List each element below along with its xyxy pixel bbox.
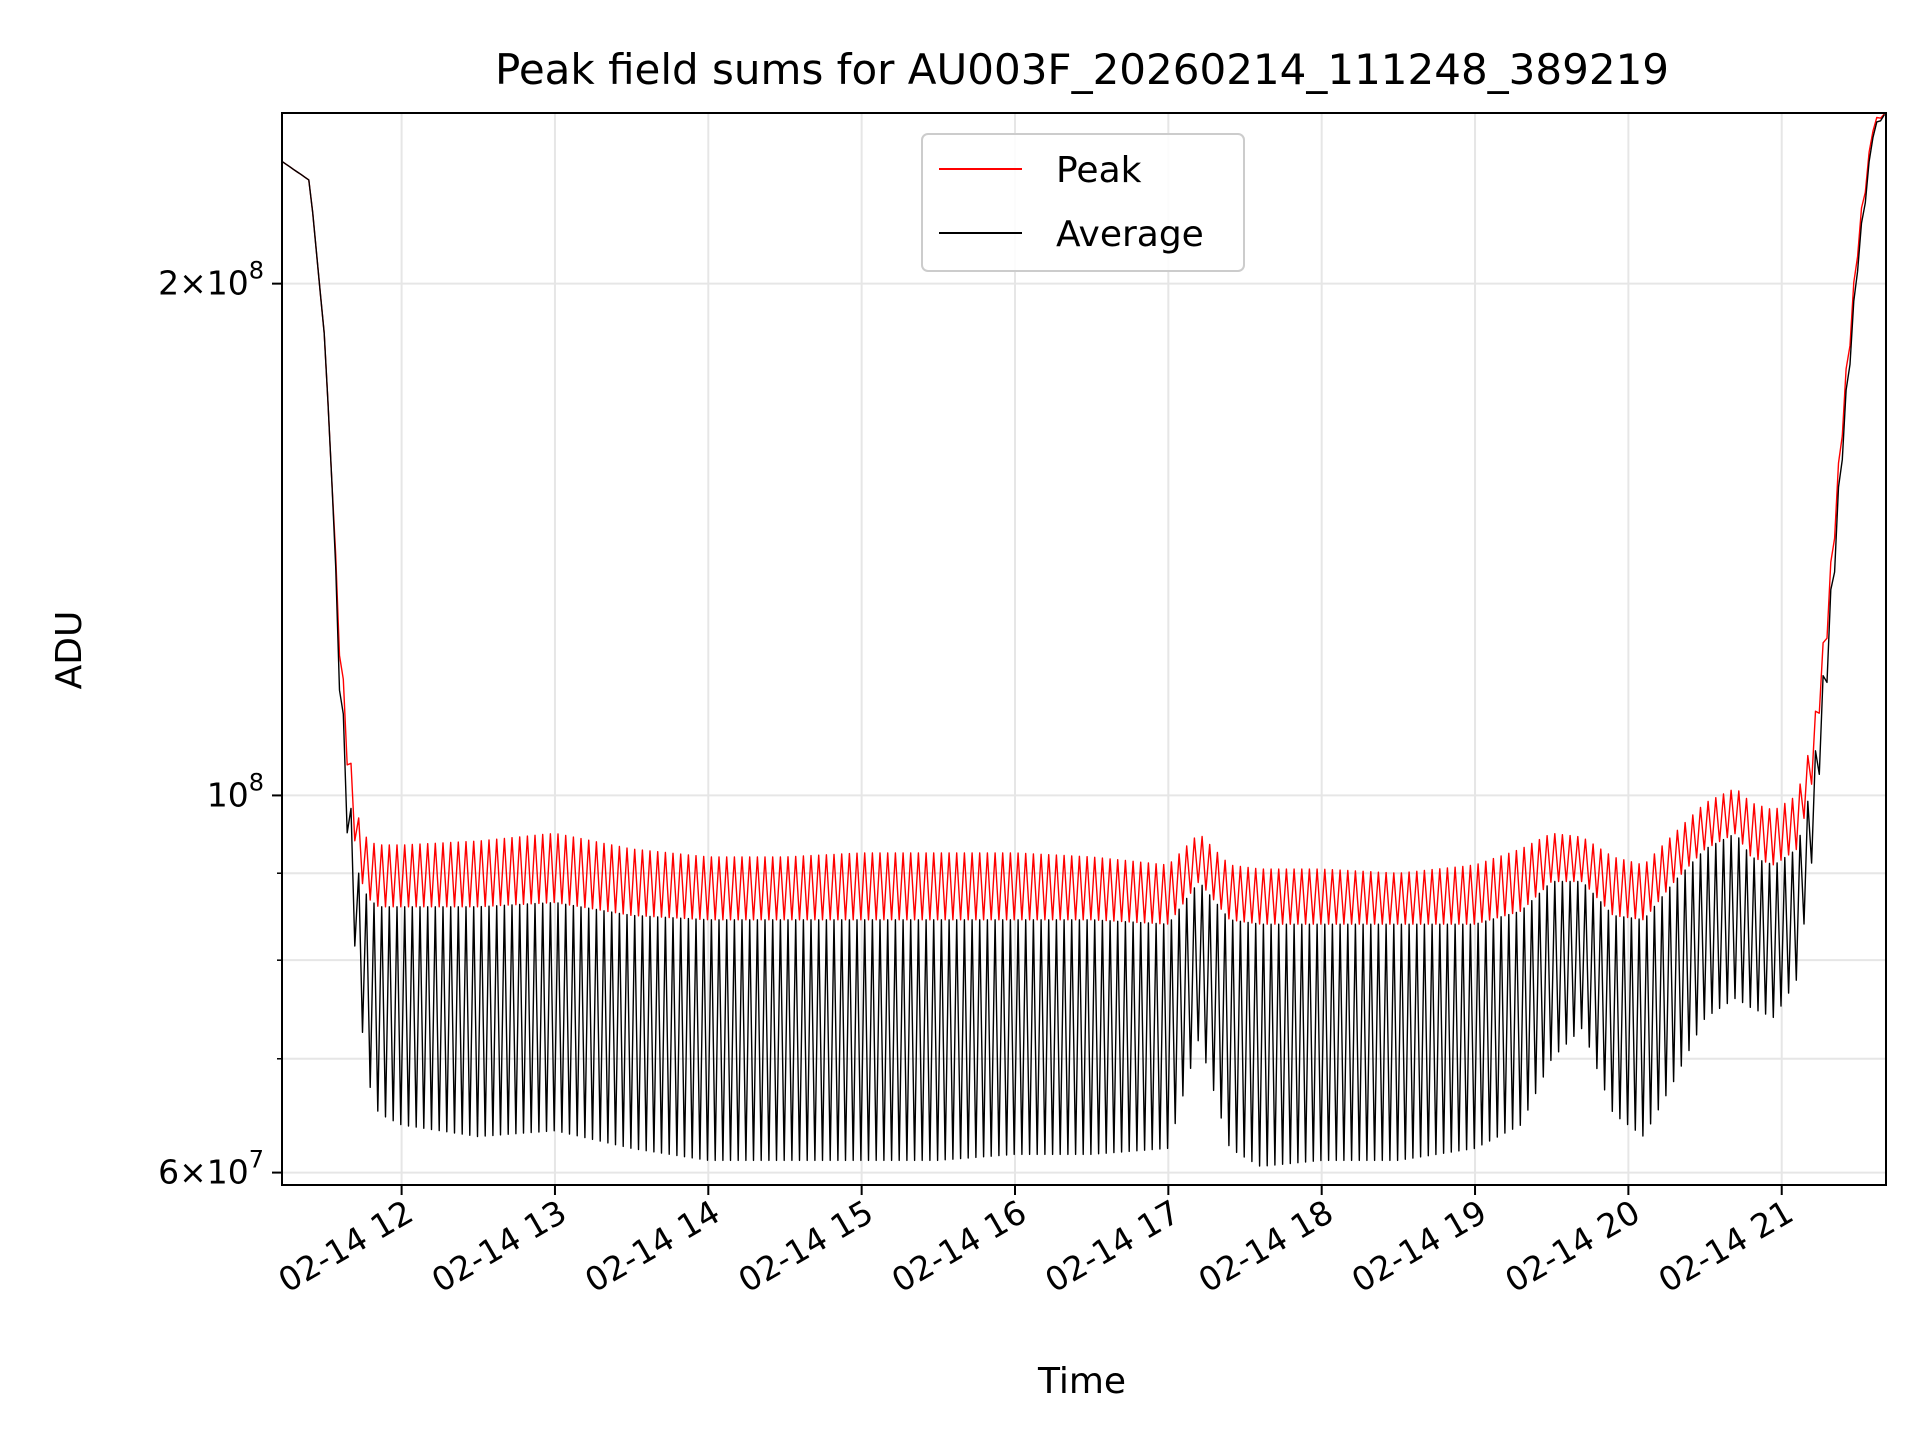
legend-label-average: Average [1056,214,1204,255]
y-tick-label: 6×107 [158,1146,264,1192]
y-tick-mantissa: 6 [158,1153,179,1192]
y-tick-base: 10 [207,264,249,303]
y-tick-label: 2×108 [158,257,264,303]
series-layer [282,113,1886,1167]
y-tick-base: 10 [207,1153,249,1192]
y-tick-exp: 8 [249,768,264,796]
y-tick-exp: 8 [249,257,264,285]
y-tick-mantissa: 2 [158,264,179,303]
y-axis-label: ADU [49,611,90,690]
x-axis-label: Time [1037,1361,1126,1402]
y-tick-times: × [179,264,207,303]
legend: Peak Average [921,133,1245,272]
legend-label-peak: Peak [1056,150,1142,191]
series-line-peak [282,113,1886,925]
y-tick-exp: 7 [249,1146,264,1174]
y-tick-times: × [179,1153,207,1192]
y-tick-base: 10 [207,775,249,814]
y-tick-label: 108 [207,768,264,814]
chart-title: Peak field sums for AU003F_20260214_1112… [495,45,1669,94]
plot-frame [281,112,1887,1186]
series-line-average [282,114,1886,1167]
